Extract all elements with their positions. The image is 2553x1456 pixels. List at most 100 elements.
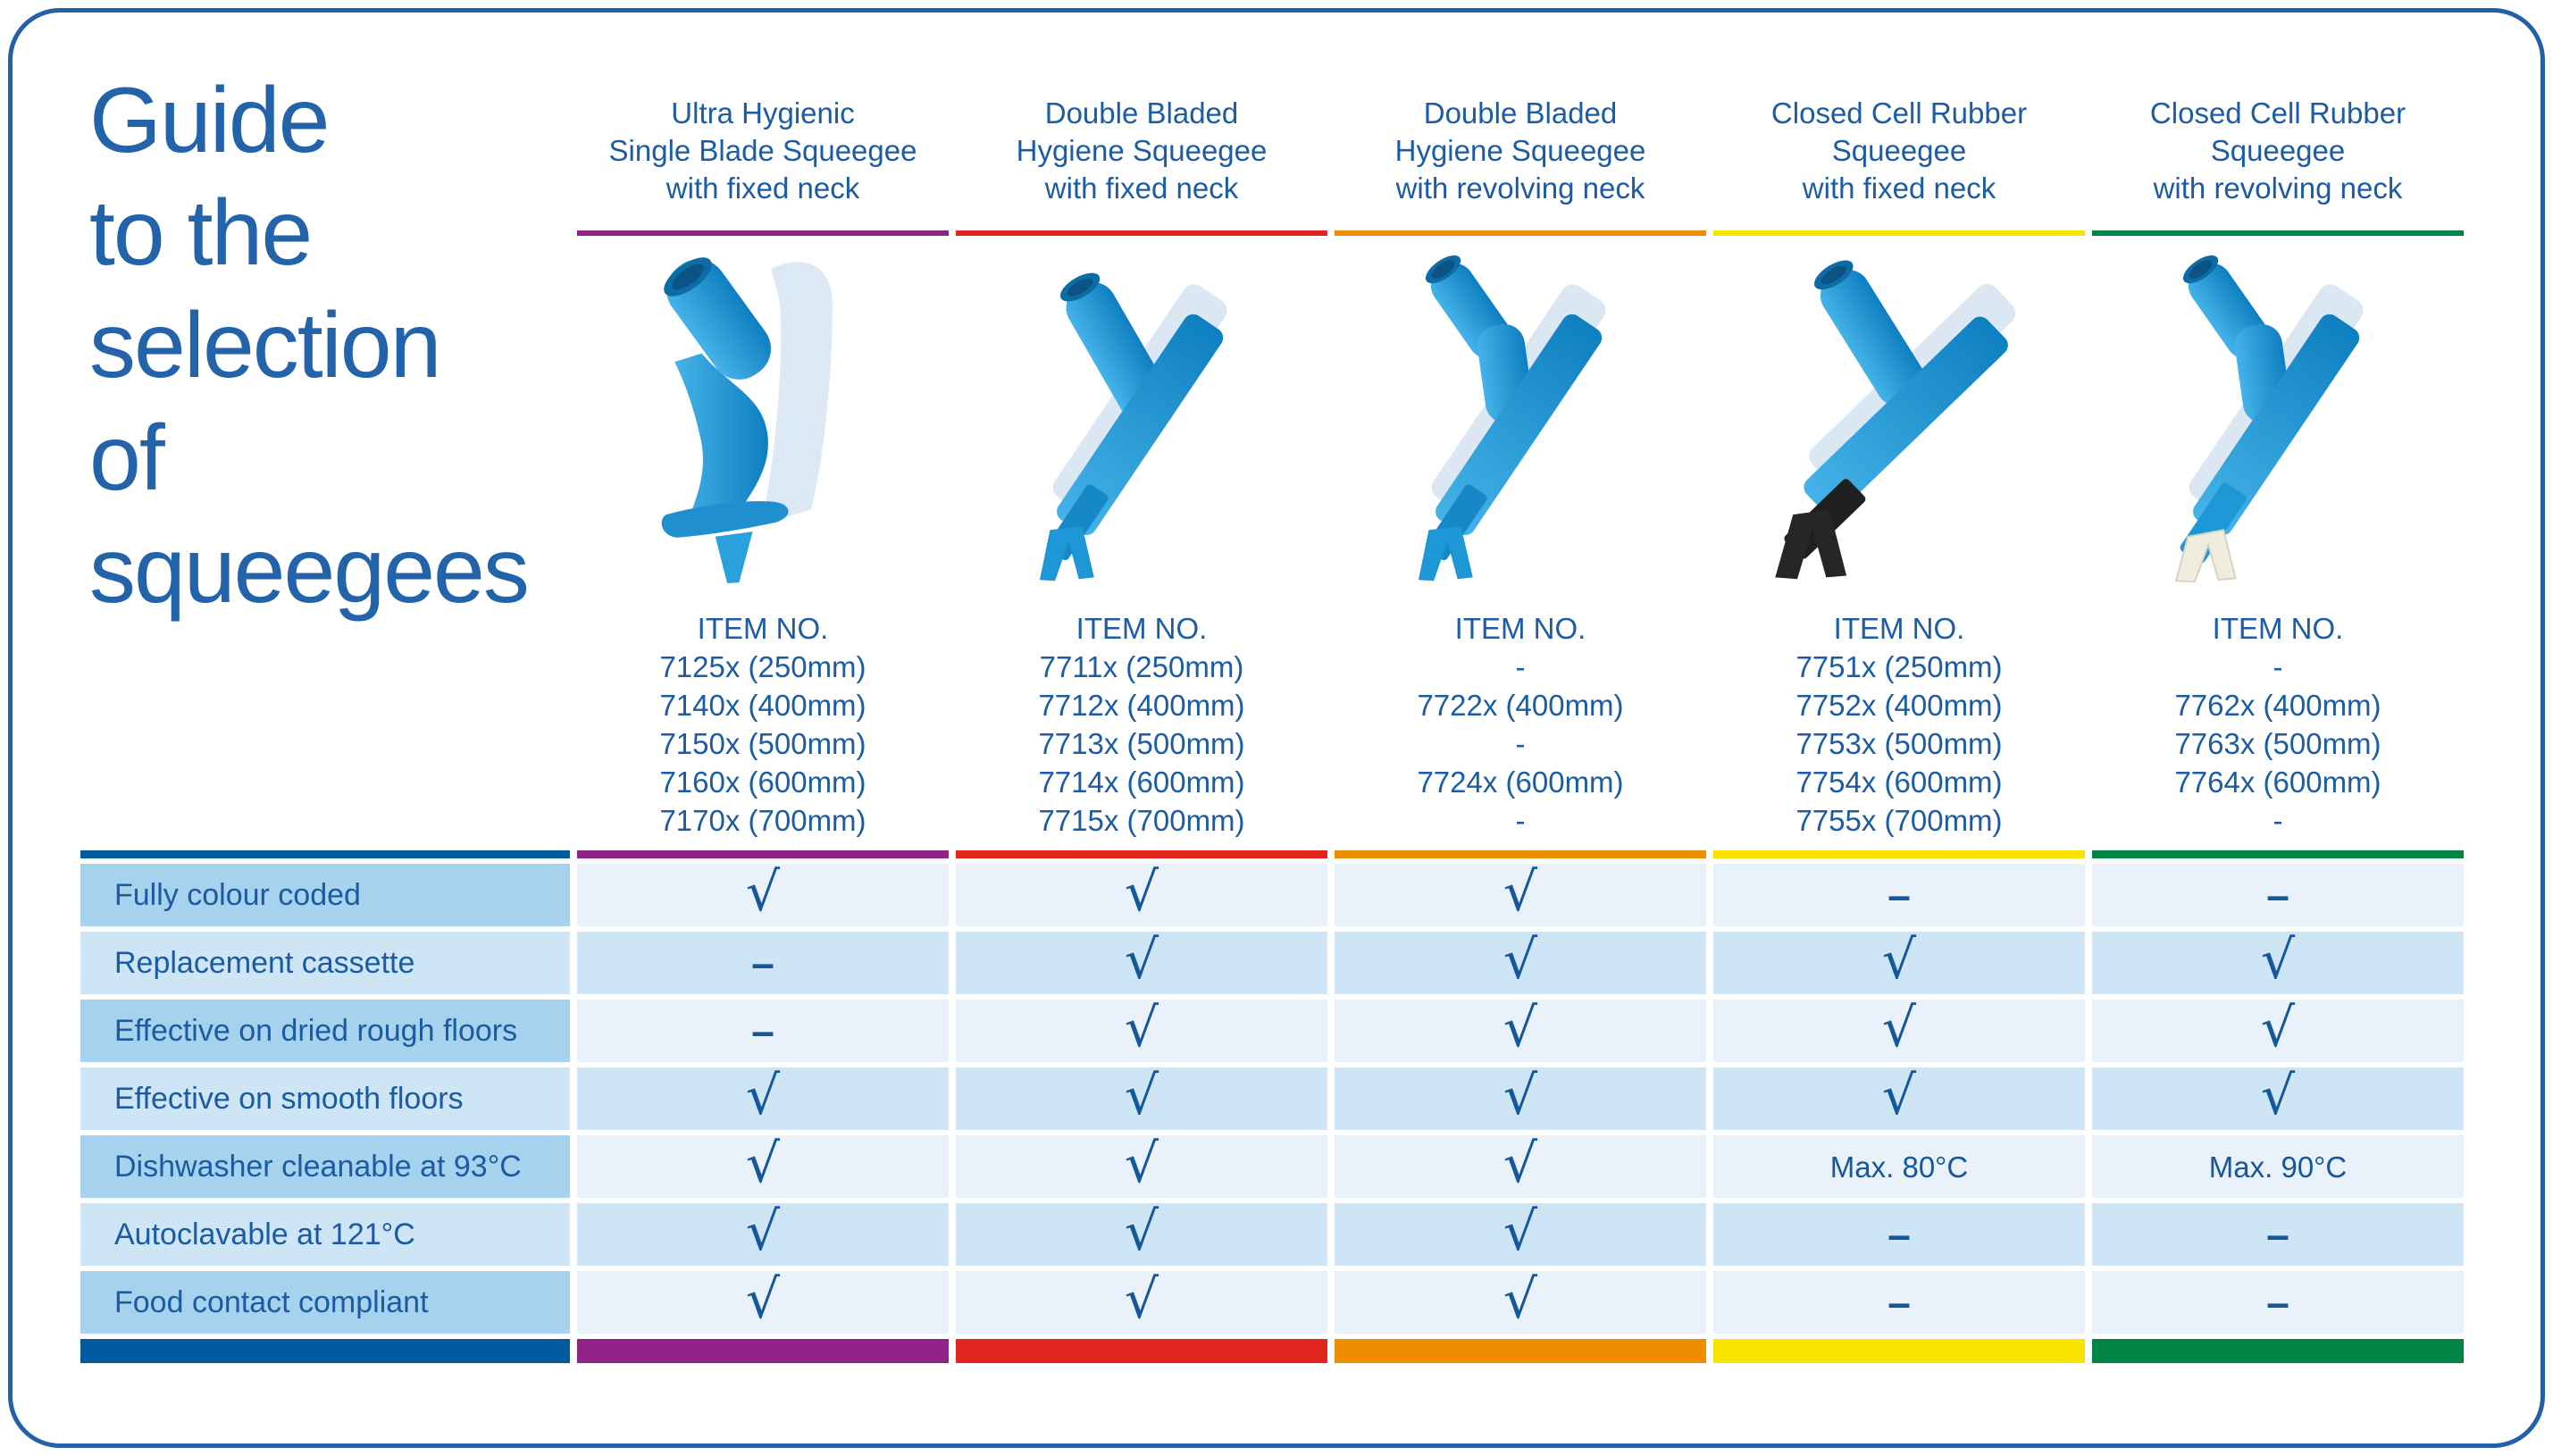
table-top-bar-col3: [1335, 850, 1706, 858]
feature-label: Effective on dried rough floors: [80, 1000, 570, 1062]
product-name-line: Ultra Hygienic: [671, 96, 855, 130]
feature-value: √: [577, 1271, 949, 1334]
feature-value: √: [2092, 1000, 2464, 1062]
product-name: Closed Cell Rubber Squeegee with fixed n…: [1713, 95, 2085, 207]
feature-value: –: [2092, 1271, 2464, 1334]
product-columns: Ultra Hygienic Single Blade Squeegee wit…: [80, 0, 2464, 840]
feature-value: Max. 90°C: [2092, 1135, 2464, 1198]
feature-value: √: [956, 1203, 1327, 1266]
feature-value: Max. 80°C: [1713, 1135, 2085, 1198]
product-photo: [577, 236, 949, 593]
item-number: 7722x (400mm): [1417, 689, 1624, 722]
item-number: 7170x (700mm): [659, 804, 866, 837]
feature-value: √: [1335, 1271, 1706, 1334]
item-numbers: ITEM NO. 7125x (250mm) 7140x (400mm) 715…: [577, 609, 949, 840]
double-blade-revolving-squeegee-illustration: [1419, 255, 1606, 582]
item-no-heading: ITEM NO.: [2212, 612, 2344, 645]
item-number: 7713x (500mm): [1038, 727, 1245, 760]
item-numbers: ITEM NO. 7751x (250mm) 7752x (400mm) 775…: [1713, 609, 2085, 840]
table-top-bar-col2: [956, 850, 1327, 858]
feature-value: √: [1713, 1067, 2085, 1130]
product-name-line: Double Bladed: [1423, 96, 1618, 130]
item-number: -: [1515, 650, 1526, 683]
feature-label: Dishwasher cleanable at 93°C: [80, 1135, 570, 1198]
item-no-heading: ITEM NO.: [1833, 612, 1965, 645]
feature-value: √: [1335, 1203, 1706, 1266]
accent-underline: [577, 230, 949, 236]
feature-value: √: [956, 1135, 1327, 1198]
table-top-bar-labels: [80, 850, 570, 858]
item-number: 7763x (500mm): [2174, 727, 2381, 760]
product-name-line: with fixed neck: [1802, 172, 1996, 205]
item-number: 7160x (600mm): [659, 766, 866, 799]
item-number: -: [1515, 804, 1526, 837]
feature-label: Replacement cassette: [80, 932, 570, 994]
item-number: 7715x (700mm): [1038, 804, 1245, 837]
table-bottom-bar-col5: [2092, 1339, 2464, 1363]
product-name-line: Single Blade Squeegee: [608, 134, 917, 167]
product-name-line: Hygiene Squeegee: [1394, 134, 1646, 167]
item-number: 7751x (250mm): [1795, 650, 2003, 683]
feature-value: –: [577, 932, 949, 994]
product-name-line: Closed Cell Rubber: [2149, 96, 2407, 130]
item-no-heading: ITEM NO.: [1454, 612, 1586, 645]
accent-underline: [1335, 230, 1706, 236]
feature-value: √: [1335, 932, 1706, 994]
feature-value: –: [577, 1000, 949, 1062]
accent-underline: [1713, 230, 2085, 236]
feature-value: √: [2092, 932, 2464, 994]
product-name-line: with fixed neck: [1044, 172, 1239, 205]
item-number: 7753x (500mm): [1795, 727, 2003, 760]
product-photo: [956, 236, 1327, 593]
feature-value: √: [956, 1067, 1327, 1130]
item-number: 7125x (250mm): [659, 650, 866, 683]
product-name: Double Bladed Hygiene Squeegee with fixe…: [956, 95, 1327, 207]
product-name-line: Hygiene Squeegee: [1016, 134, 1268, 167]
item-number: -: [2273, 650, 2283, 683]
product-name: Closed Cell Rubber Squeegee with revolvi…: [2092, 95, 2464, 207]
table-top-bar-col1: [577, 850, 949, 858]
item-no-heading: ITEM NO.: [697, 612, 829, 645]
accent-underline: [2092, 230, 2464, 236]
feature-value: √: [1335, 1067, 1706, 1130]
title-line: of: [89, 406, 165, 510]
table-bottom-bar-col2: [956, 1339, 1327, 1363]
product-name: Double Bladed Hygiene Squeegee with revo…: [1335, 95, 1706, 207]
product-name: Ultra Hygienic Single Blade Squeegee wit…: [577, 95, 949, 207]
item-number: 7714x (600mm): [1038, 766, 1245, 799]
item-number: 7140x (400mm): [659, 689, 866, 722]
table-bottom-bar-labels: [80, 1339, 570, 1363]
item-number: 7764x (600mm): [2174, 766, 2381, 799]
item-number: 7755x (700mm): [1795, 804, 2003, 837]
feature-value: √: [956, 1000, 1327, 1062]
feature-value: –: [2092, 1203, 2464, 1266]
feature-value: √: [1335, 1000, 1706, 1062]
product-photo: [1713, 236, 2085, 593]
product-name-line: with fixed neck: [665, 172, 860, 205]
item-numbers: ITEM NO. 7711x (250mm) 7712x (400mm) 771…: [956, 609, 1327, 840]
feature-value: √: [577, 1135, 949, 1198]
feature-value: √: [956, 932, 1327, 994]
item-no-heading: ITEM NO.: [1076, 612, 1208, 645]
item-number: 7724x (600mm): [1417, 766, 1624, 799]
closed-cell-revolving-squeegee-illustration: [2174, 255, 2364, 583]
feature-value: √: [1713, 932, 2085, 994]
table-top-bar-col5: [2092, 850, 2464, 858]
item-number: -: [2273, 804, 2283, 837]
product-column-ultra-hygienic: Ultra Hygienic Single Blade Squeegee wit…: [577, 0, 949, 840]
feature-value: –: [1713, 1271, 2085, 1334]
accent-underline: [956, 230, 1327, 236]
feature-label: Fully colour coded: [80, 864, 570, 926]
item-numbers: ITEM NO. - 7762x (400mm) 7763x (500mm) 7…: [2092, 609, 2464, 840]
feature-table: Fully colour coded √ √ √ – – Replacement…: [80, 850, 2464, 1363]
item-number: 7150x (500mm): [659, 727, 866, 760]
double-blade-fixed-squeegee-illustration: [1040, 272, 1227, 582]
product-column-closed-cell-fixed: Closed Cell Rubber Squeegee with fixed n…: [1713, 0, 2085, 840]
feature-value: √: [956, 1271, 1327, 1334]
page-title: Guide to the selection of squeegees: [89, 64, 530, 627]
feature-value: √: [956, 864, 1327, 926]
table-bottom-bar-col4: [1713, 1339, 2085, 1363]
item-number: 7754x (600mm): [1795, 766, 2003, 799]
product-name-line: with revolving neck: [1395, 172, 1645, 205]
feature-value: √: [577, 864, 949, 926]
